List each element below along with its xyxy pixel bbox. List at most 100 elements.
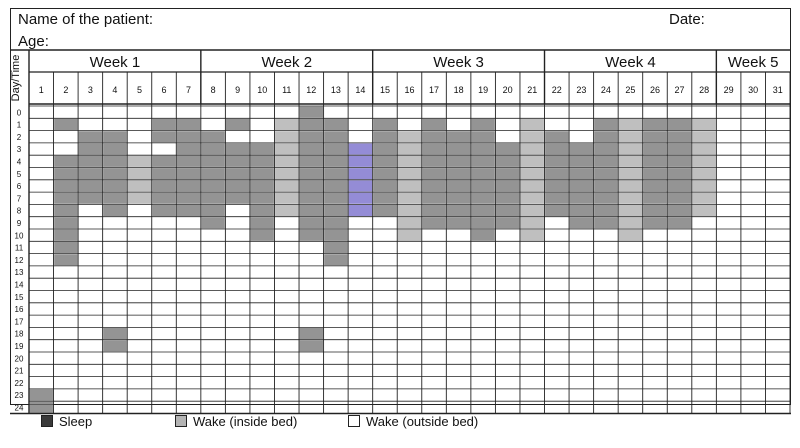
hour-label-23: 23: [15, 391, 24, 400]
shaded-cell: [348, 155, 373, 167]
shaded-cell: [496, 168, 520, 180]
shaded-cell: [471, 205, 495, 217]
shaded-cell: [594, 168, 618, 180]
shaded-cell: [324, 241, 348, 253]
shaded-cell: [275, 143, 299, 155]
shaded-cell: [176, 180, 201, 192]
shaded-cell: [225, 155, 250, 167]
day-label-9: 9: [235, 85, 240, 95]
shaded-cell: [103, 328, 127, 340]
day-label-19: 19: [478, 85, 488, 95]
hour-label-17: 17: [15, 317, 24, 326]
shaded-cell: [103, 155, 127, 167]
shaded-cell: [471, 192, 495, 204]
day-label-7: 7: [186, 85, 191, 95]
shaded-cell: [201, 131, 225, 143]
shaded-cell: [348, 192, 373, 204]
shaded-cell: [176, 205, 201, 217]
shaded-cell: [594, 180, 618, 192]
shaded-cell: [496, 192, 520, 204]
shaded-cell: [520, 143, 544, 155]
shaded-cell: [569, 205, 594, 217]
shaded-cell: [250, 205, 274, 217]
shaded-cell: [176, 131, 201, 143]
shaded-cell: [152, 131, 176, 143]
shaded-cell: [324, 180, 348, 192]
shaded-cell: [103, 131, 127, 143]
hour-label-3: 3: [17, 145, 22, 154]
day-label-8: 8: [211, 85, 216, 95]
shaded-cell: [422, 155, 446, 167]
shaded-cell: [618, 205, 643, 217]
shaded-cell: [643, 217, 667, 229]
shaded-cell: [275, 168, 299, 180]
shaded-cell: [692, 205, 716, 217]
shaded-cell: [127, 180, 152, 192]
shaded-cell: [176, 155, 201, 167]
day-label-6: 6: [162, 85, 167, 95]
sleep-swatch: [41, 415, 53, 427]
week-header-3: Week 3: [433, 54, 484, 71]
shaded-cell: [594, 143, 618, 155]
shaded-cell: [545, 205, 569, 217]
shaded-cell: [324, 131, 348, 143]
shaded-cell: [250, 143, 274, 155]
hour-label-6: 6: [17, 182, 22, 191]
shaded-cell: [496, 180, 520, 192]
shaded-cell: [78, 168, 103, 180]
day-label-15: 15: [380, 85, 390, 95]
hour-label-20: 20: [15, 354, 24, 363]
shaded-cell: [618, 168, 643, 180]
shaded-cell: [54, 118, 78, 130]
day-label-10: 10: [257, 85, 267, 95]
shaded-cell: [569, 143, 594, 155]
day-label-5: 5: [137, 85, 142, 95]
shaded-cell: [496, 217, 520, 229]
shaded-cell: [667, 192, 692, 204]
shaded-cell: [225, 192, 250, 204]
shaded-cell: [594, 205, 618, 217]
shaded-cell: [471, 229, 495, 241]
age-label: Age:: [18, 33, 49, 50]
shaded-cell: [446, 180, 471, 192]
shaded-cell: [225, 143, 250, 155]
shaded-cell: [299, 180, 323, 192]
day-label-1: 1: [39, 85, 44, 95]
shaded-cell: [692, 143, 716, 155]
shaded-cell: [201, 205, 225, 217]
shaded-cell: [29, 401, 53, 413]
shaded-cell: [348, 205, 373, 217]
hour-label-18: 18: [15, 330, 24, 339]
shaded-cell: [299, 118, 323, 130]
shaded-cell: [520, 180, 544, 192]
shaded-cell: [446, 131, 471, 143]
week-header-2: Week 2: [261, 54, 312, 71]
shaded-cell: [520, 168, 544, 180]
shaded-cell: [692, 180, 716, 192]
shaded-cell: [324, 205, 348, 217]
shaded-cell: [594, 131, 618, 143]
hour-label-12: 12: [15, 256, 24, 265]
shaded-cell: [373, 155, 397, 167]
hour-label-13: 13: [15, 268, 24, 277]
shaded-cell: [127, 168, 152, 180]
shaded-cell: [446, 155, 471, 167]
shaded-cell: [225, 180, 250, 192]
shaded-cell: [667, 168, 692, 180]
shaded-cell: [471, 143, 495, 155]
day-label-30: 30: [748, 85, 758, 95]
shaded-cell: [594, 217, 618, 229]
hour-label-2: 2: [17, 133, 22, 142]
shaded-cell: [569, 155, 594, 167]
shaded-cell: [520, 131, 544, 143]
day-label-14: 14: [355, 85, 365, 95]
shaded-cell: [397, 205, 422, 217]
shaded-cell: [54, 180, 78, 192]
shaded-cell: [103, 180, 127, 192]
shaded-cell: [446, 168, 471, 180]
shaded-cell: [471, 180, 495, 192]
shaded-cell: [520, 205, 544, 217]
hour-label-19: 19: [15, 342, 24, 351]
shaded-cell: [643, 192, 667, 204]
shaded-cell: [618, 180, 643, 192]
